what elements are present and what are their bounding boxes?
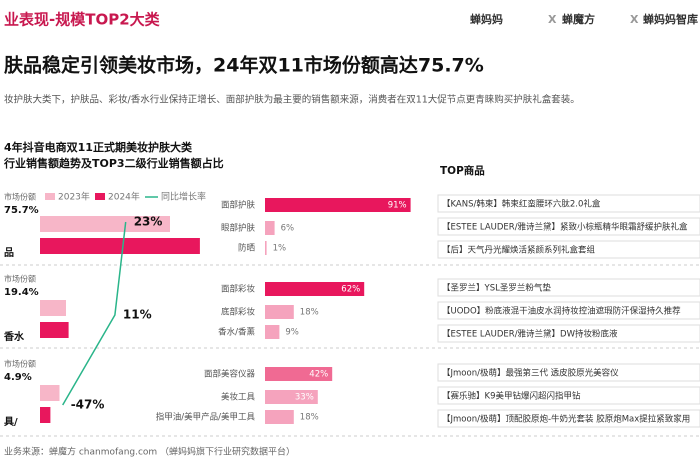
logo: X xyxy=(548,13,557,26)
logo: X xyxy=(630,13,639,26)
page-title: 业表现-规模TOP2大类 xyxy=(4,11,161,29)
bar-2023 xyxy=(40,216,170,232)
legend-label: 同比增长率 xyxy=(161,191,206,203)
sub-value: 9% xyxy=(285,328,299,338)
share-label: 市场份额 xyxy=(4,274,36,284)
growth-label: 11% xyxy=(123,308,152,322)
product-box xyxy=(437,409,700,428)
sub-name: 防晒 xyxy=(238,243,256,254)
sub-bar xyxy=(265,367,333,381)
sub-value: 18% xyxy=(300,308,319,318)
logo: 蝉妈妈 xyxy=(470,12,503,26)
product-box xyxy=(437,194,700,213)
product: 【圣罗兰】YSL圣罗兰粉气垫 xyxy=(442,283,551,294)
category-name: 品 xyxy=(4,247,14,259)
sub-value: 42% xyxy=(309,370,328,380)
product: 【ESTEE LAUDER/雅诗兰黛】紧致小棕瓶精华眼霜舒缓护肤礼盒 xyxy=(442,222,688,233)
sub-name: 面部护肤 xyxy=(221,200,256,211)
bar-2024 xyxy=(40,238,200,254)
top-title: TOP商品 xyxy=(440,164,485,177)
sub-bar xyxy=(265,305,294,319)
sub-bar xyxy=(265,241,267,255)
growth-line xyxy=(62,221,127,406)
category-name: 具/ xyxy=(3,416,18,428)
sub-value: 1% xyxy=(273,244,287,254)
sub-bar xyxy=(265,198,411,212)
product-box xyxy=(437,386,700,405)
sub-name: 指甲油/美甲产品/美甲工具 xyxy=(156,412,256,423)
product-box xyxy=(437,240,700,259)
legend-swatch xyxy=(95,193,105,200)
growth-label: -47% xyxy=(71,398,105,412)
sub-value: 18% xyxy=(300,413,319,423)
sub-bar xyxy=(265,390,318,404)
product-box xyxy=(437,217,700,236)
sub-name: 面部美容仪器 xyxy=(204,369,256,380)
headline: 肤品稳定引领美妆市场，24年双11市场份额高达75.7% xyxy=(4,54,484,77)
share-value: 75.7% xyxy=(4,205,39,216)
sub-value: 91% xyxy=(388,201,407,211)
legend-label: 2023年 xyxy=(58,191,90,203)
sub-value: 62% xyxy=(341,285,360,295)
product: 【后】天气丹光耀焕活紧颜系列礼盒套组 xyxy=(442,245,596,256)
sub-name: 底部彩妆 xyxy=(221,307,256,318)
sub-bar xyxy=(265,410,294,424)
logo: 蝉妈妈智库 xyxy=(643,12,698,26)
sub-name: 香水/香薰 xyxy=(218,327,255,338)
product: 【Jmoon/极萌】顶配胶原炮-牛奶光套装 胶原炮Max提拉紧致家用 xyxy=(442,414,690,425)
sub-bar xyxy=(265,221,275,235)
section-title: 行业销售额趋势及TOP3二级行业销售额占比 xyxy=(3,156,224,170)
sub-bar xyxy=(265,325,280,339)
sub-value: 6% xyxy=(281,224,295,234)
footer: 业务来源：蝉魔方 chanmofang.com （蝉妈妈旗下行业研究数据平台） xyxy=(4,446,295,458)
sub-name: 眼部护肤 xyxy=(221,223,256,234)
logo: 蝉魔方 xyxy=(562,12,595,26)
share-value: 4.9% xyxy=(4,372,32,383)
product: 【UODO】粉底液混干油皮水润持妆控油遮瑕防汗保湿持久推荐 xyxy=(442,306,681,317)
header-band xyxy=(0,0,700,40)
bar-2024 xyxy=(40,407,51,423)
product-box xyxy=(437,301,700,320)
sub-name: 面部彩妆 xyxy=(221,284,256,295)
product: 【Jmoon/极萌】最强第三代 透皮胶原光美容仪 xyxy=(442,368,619,379)
subtitle: 妆护肤大类下，护肤品、彩妆/香水行业保持正增长、面部护肤为最主要的销售额来源，消… xyxy=(4,94,580,106)
bar-2024 xyxy=(40,322,69,338)
bar-2023 xyxy=(40,385,60,401)
product-box xyxy=(437,278,700,297)
product: 【赛乐驰】K9美甲钻爆闪超闪指甲钻 xyxy=(442,391,581,402)
share-value: 19.4% xyxy=(4,287,39,298)
growth-label: 23% xyxy=(134,215,163,229)
category-name: 香水 xyxy=(4,330,25,343)
sub-bar xyxy=(265,282,365,296)
product-box xyxy=(437,324,700,343)
product: 【KANS/韩束】韩束红蛮腰环六肽2.0礼盒 xyxy=(442,199,601,210)
sub-name: 美妆工具 xyxy=(221,392,256,403)
sub-value: 33% xyxy=(295,393,314,403)
share-label: 市场份额 xyxy=(4,359,36,369)
bar-2023 xyxy=(40,300,66,316)
section-title: 4年抖音电商双11正式期美妆护肤大类 xyxy=(4,140,193,154)
product: 【ESTEE LAUDER/雅诗兰黛】DW持妆粉底液 xyxy=(442,329,618,340)
product-box xyxy=(437,363,700,382)
legend-label: 2024年 xyxy=(108,191,140,203)
legend-swatch xyxy=(45,193,55,200)
share-label: 市场份额 xyxy=(4,192,36,202)
